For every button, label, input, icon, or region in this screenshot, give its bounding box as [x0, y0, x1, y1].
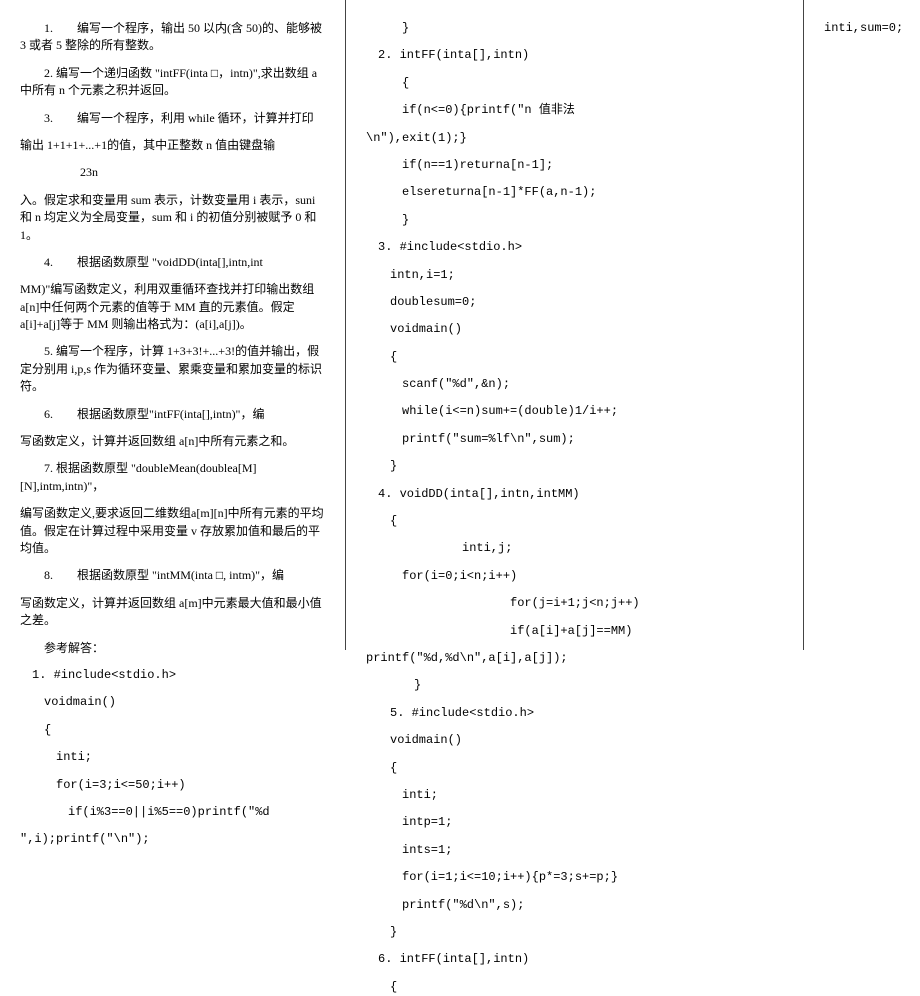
c2-l25: }	[366, 677, 783, 694]
question-3d: 入。假定求和变量用 sum 表示，计数变量用 i 表示，suni 和 n 均定义…	[20, 192, 325, 244]
c2-l6: if(n==1)returna[n-1];	[366, 157, 783, 174]
question-4b: MM)"编写函数定义，利用双重循环查找并打印输出数组 a[n]中任何两个元素的值…	[20, 281, 325, 333]
code-1d: inti;	[20, 749, 325, 766]
question-5: 5. 编写一个程序，计算 1+3+3!+...+3!的值并输出，假定分别用 i,…	[20, 343, 325, 395]
document-page: 1. 编写一个程序，输出 50 以内(含 50)的、能够被 3 或者 5 整除的…	[0, 0, 920, 650]
c2-l2: 2. intFF(inta[],intn)	[366, 47, 783, 64]
c2-l19: {	[366, 513, 783, 530]
code-1g: ",i);printf("\n");	[20, 831, 325, 848]
code-1c: {	[20, 722, 325, 739]
c2-l16: printf("sum=%lf\n",sum);	[366, 431, 783, 448]
c2-l30: intp=1;	[366, 814, 783, 831]
c3-l1: inti,sum=0;	[824, 20, 900, 37]
c2-l33: printf("%d\n",s);	[366, 897, 783, 914]
question-3b: 输出 1+1+1+...+1的值，其中正整数 n 值由键盘输	[20, 137, 325, 154]
c2-l17: }	[366, 458, 783, 475]
c2-l10: intn,i=1;	[366, 267, 783, 284]
column-2: } 2. intFF(inta[],intn) { if(n<=0){print…	[346, 0, 804, 650]
c2-l14: scanf("%d",&n);	[366, 376, 783, 393]
c2-l35: 6. intFF(inta[],intn)	[366, 951, 783, 968]
c2-l36: {	[366, 979, 783, 996]
column-3: inti,sum=0;	[804, 0, 920, 650]
c2-l3: {	[366, 75, 783, 92]
code-1f: if(i%3==0||i%5==0)printf("%d	[20, 804, 325, 821]
c2-l11: doublesum=0;	[366, 294, 783, 311]
c2-l15: while(i<=n)sum+=(double)1/i++;	[366, 403, 783, 420]
c2-l21: for(i=0;i<n;i++)	[366, 568, 783, 585]
question-7a: 7. 根据函数原型 "doubleMean(doublea[M][N],intm…	[20, 460, 325, 495]
question-3c: 23n	[20, 164, 325, 181]
c2-l1: }	[366, 20, 783, 37]
question-7b: 编写函数定义,要求返回二维数组a[m][n]中所有元素的平均值。假定在计算过程中…	[20, 505, 325, 557]
question-3a: 3. 编写一个程序，利用 while 循环，计算并打印	[20, 110, 325, 127]
c2-l32: for(i=1;i<=10;i++){p*=3;s+=p;}	[366, 869, 783, 886]
question-6a: 6. 根据函数原型"intFF(inta[],intn)"，编	[20, 406, 325, 423]
c2-l31: ints=1;	[366, 842, 783, 859]
c2-l26: 5. #include<stdio.h>	[366, 705, 783, 722]
column-1: 1. 编写一个程序，输出 50 以内(含 50)的、能够被 3 或者 5 整除的…	[0, 0, 346, 650]
c2-l4: if(n<=0){printf("n 值非法	[366, 102, 783, 119]
question-1: 1. 编写一个程序，输出 50 以内(含 50)的、能够被 3 或者 5 整除的…	[20, 20, 325, 55]
c2-l28: {	[366, 760, 783, 777]
c2-l8: }	[366, 212, 783, 229]
c2-l13: {	[366, 349, 783, 366]
code-1a: 1. #include<stdio.h>	[20, 667, 325, 684]
c2-l24: printf("%d,%d\n",a[i],a[j]);	[366, 650, 783, 667]
question-4a: 4. 根据函数原型 "voidDD(inta[],intn,int	[20, 254, 325, 271]
c2-l34: }	[366, 924, 783, 941]
question-6b: 写函数定义，计算并返回数组 a[n]中所有元素之和。	[20, 433, 325, 450]
c2-l7: elsereturna[n-1]*FF(a,n-1);	[366, 184, 783, 201]
c2-l23: if(a[i]+a[j]==MM)	[366, 623, 783, 640]
code-1b: voidmain()	[20, 694, 325, 711]
c2-l22: for(j=i+1;j<n;j++)	[366, 595, 783, 612]
c2-l29: inti;	[366, 787, 783, 804]
c2-l12: voidmain()	[366, 321, 783, 338]
answer-heading: 参考解答：	[20, 640, 325, 657]
c2-l18: 4. voidDD(inta[],intn,intMM)	[366, 486, 783, 503]
question-8a: 8. 根据函数原型 "intMM(inta □, intm)"，编	[20, 567, 325, 584]
question-8b: 写函数定义，计算并返回数组 a[m]中元素最大值和最小值之差。	[20, 595, 325, 630]
c2-l9: 3. #include<stdio.h>	[366, 239, 783, 256]
question-2: 2. 编写一个递归函数 "intFF(inta □，intn)",求出数组 a …	[20, 65, 325, 100]
c2-l27: voidmain()	[366, 732, 783, 749]
code-1e: for(i=3;i<=50;i++)	[20, 777, 325, 794]
c2-l5: \n"),exit(1);}	[366, 130, 783, 147]
c2-l20: inti,j;	[366, 540, 783, 557]
